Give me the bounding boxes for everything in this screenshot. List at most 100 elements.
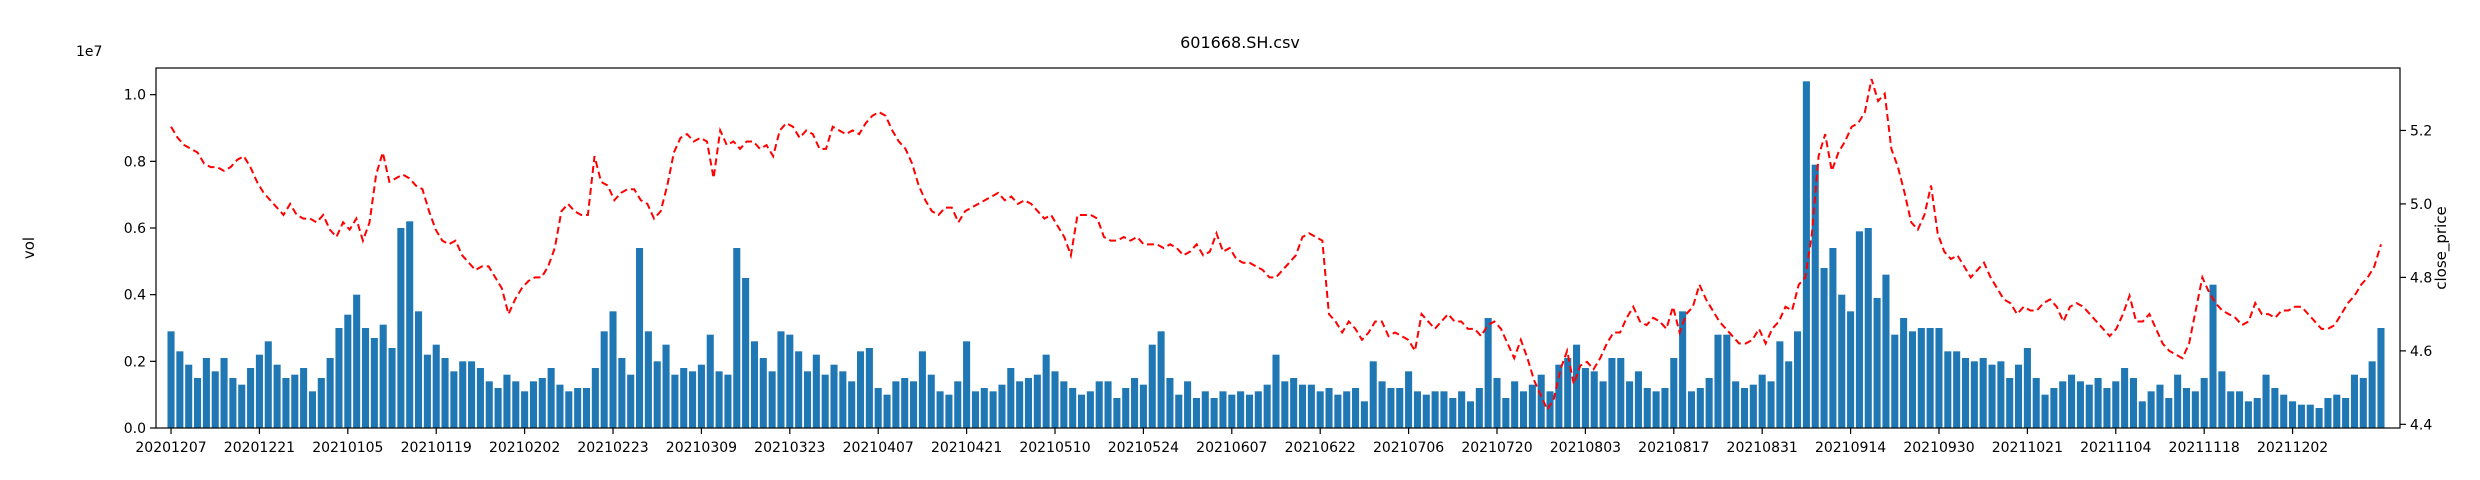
vol-bar	[1705, 378, 1713, 428]
vol-bar	[538, 378, 546, 428]
vol-bar	[1007, 368, 1015, 428]
vol-bar	[662, 344, 670, 428]
x-tick-label: 20210510	[1019, 440, 1090, 456]
vol-bar	[556, 384, 564, 428]
x-tick-label: 20210202	[489, 440, 560, 456]
vol-bar	[1086, 391, 1094, 428]
vol-bar	[697, 364, 705, 428]
x-tick-label: 20210119	[401, 440, 472, 456]
vol-bar	[1714, 334, 1722, 428]
vol-bar	[910, 381, 918, 428]
vol-bar	[273, 364, 281, 428]
y-tick-label: 0.8	[124, 154, 146, 170]
vol-bar	[2333, 394, 2341, 428]
vol-bar	[2032, 378, 2040, 428]
vol-bar	[406, 221, 414, 428]
x-tick-label: 20210930	[1903, 440, 1974, 456]
y-tick-label: 0.6	[124, 221, 146, 237]
vol-bar	[680, 368, 688, 428]
vol-bar	[2121, 368, 2129, 428]
vol-bar	[1033, 374, 1041, 428]
vol-bar	[1900, 318, 1908, 428]
vol-bar	[547, 368, 555, 428]
vol-bar	[1652, 391, 1660, 428]
vol-bar	[1237, 391, 1245, 428]
chart-title: 601668.SH.csv	[1180, 33, 1300, 52]
vol-bar	[918, 351, 926, 428]
vol-bar	[733, 248, 741, 428]
vol-bar	[1935, 328, 1943, 428]
x-tick-label: 20210309	[666, 440, 737, 456]
vol-bar	[1555, 364, 1563, 428]
vol-bar	[300, 368, 308, 428]
vol-bar	[1484, 318, 1492, 428]
vol-bar	[1343, 391, 1351, 428]
x-tick-label: 20210706	[1373, 440, 1444, 456]
vol-bar	[388, 348, 396, 428]
vol-bar	[1573, 344, 1581, 428]
vol-bar	[1917, 328, 1925, 428]
vol-bar	[565, 391, 573, 428]
x-tick-label: 20211104	[2080, 440, 2151, 456]
y2-tick-label: 4.8	[2410, 270, 2432, 286]
vol-bar	[2076, 381, 2084, 428]
vol-bar	[1829, 248, 1837, 428]
vol-bar	[1042, 354, 1050, 428]
vol-bar	[1113, 398, 1121, 428]
vol-bar	[2350, 374, 2358, 428]
vol-bar	[1908, 331, 1916, 428]
vol-bar	[1785, 361, 1793, 428]
vol-bar	[724, 374, 732, 428]
vol-bar	[2324, 398, 2332, 428]
vol-bar	[653, 361, 661, 428]
vol-bar	[998, 384, 1006, 428]
vol-bar	[1997, 361, 2005, 428]
vol-bar	[1316, 391, 1324, 428]
vol-bar	[1387, 388, 1395, 428]
x-tick-label: 20210607	[1196, 440, 1267, 456]
y2-tick-label: 4.6	[2410, 344, 2432, 360]
vol-bar	[1228, 394, 1236, 428]
vol-bar	[238, 384, 246, 428]
vol-bar	[494, 388, 502, 428]
vol-bar	[1131, 378, 1139, 428]
vol-bar	[1802, 81, 1810, 428]
vol-bar	[1431, 391, 1439, 428]
vol-bar	[1732, 381, 1740, 428]
vol-bar	[839, 371, 847, 428]
vol-bar	[432, 344, 440, 428]
vol-bar	[1413, 391, 1421, 428]
x-tick-label: 20210914	[1815, 440, 1886, 456]
vol-bar	[1104, 381, 1112, 428]
vol-bar	[220, 358, 228, 428]
vol-bar	[255, 354, 263, 428]
vol-bar	[2377, 328, 2385, 428]
vol-bar	[1855, 231, 1863, 428]
vol-bar	[1944, 351, 1952, 428]
vol-bar	[1794, 331, 1802, 428]
vol-bar	[671, 374, 679, 428]
vol-bar	[2156, 384, 2164, 428]
vol-bar	[2359, 378, 2367, 428]
vol-bar	[1272, 354, 1280, 428]
y-axis-label: vol	[20, 237, 38, 259]
x-tick-label: 20210421	[931, 440, 1002, 456]
vol-bar	[644, 331, 652, 428]
x-tick-label: 20210524	[1108, 440, 1179, 456]
vol-bar	[1493, 378, 1501, 428]
vol-bar	[768, 371, 776, 428]
vol-bar	[2103, 388, 2111, 428]
vol-bar	[415, 311, 423, 428]
vol-bar	[2289, 401, 2297, 428]
vol-bar	[865, 348, 873, 428]
vol-bar	[759, 358, 767, 428]
vol-bar	[1590, 371, 1598, 428]
vol-bar	[1440, 391, 1448, 428]
vol-bar	[574, 388, 582, 428]
vol-bar	[1528, 384, 1536, 428]
vol-bar	[1210, 398, 1218, 428]
vol-bar	[2253, 398, 2261, 428]
vol-bar	[2085, 384, 2093, 428]
vol-bar	[1546, 391, 1554, 428]
x-tick-label: 20211118	[2169, 440, 2240, 456]
